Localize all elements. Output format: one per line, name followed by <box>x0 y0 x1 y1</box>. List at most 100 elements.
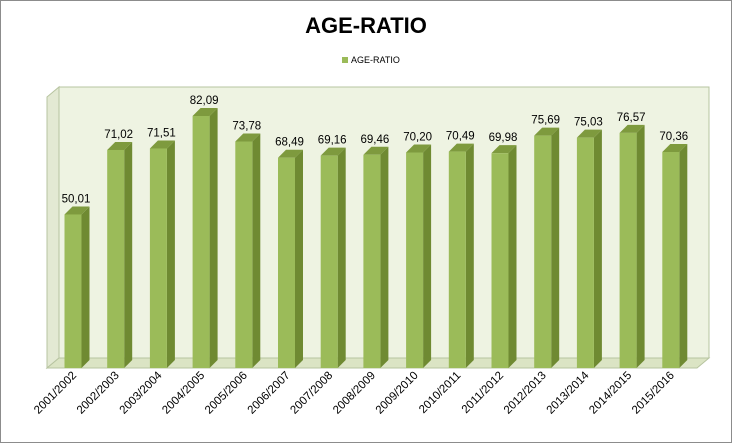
bar-side <box>508 145 517 368</box>
bar-2012-2013 <box>534 127 560 368</box>
bar-2014-2015 <box>619 124 645 368</box>
value-label: 68,49 <box>275 137 304 149</box>
bar-top <box>406 144 432 153</box>
value-label: 70,49 <box>446 131 475 143</box>
bar-side <box>295 149 303 368</box>
bar-side <box>465 143 474 368</box>
bar-top <box>534 127 560 136</box>
value-label: 75,03 <box>574 117 603 129</box>
value-label: 76,57 <box>617 112 646 124</box>
bar-top <box>64 206 90 215</box>
x-tick-label: 2009/2010 <box>374 370 421 417</box>
x-tick-label: 2008/2009 <box>331 370 378 417</box>
value-label: 69,16 <box>318 135 347 147</box>
chart-title: AGE-RATIO <box>305 13 427 38</box>
bar-side <box>380 146 389 368</box>
bar-side <box>124 141 133 368</box>
value-label: 71,51 <box>147 127 176 139</box>
bar-2002-2003 <box>107 141 133 368</box>
bar-side <box>166 140 175 368</box>
bar-top <box>192 107 218 116</box>
legend-label-age-ratio: AGE-RATIO <box>351 55 400 65</box>
bar-side <box>209 107 218 368</box>
bar-front <box>662 151 680 368</box>
bar-front <box>320 155 338 368</box>
bar-top <box>320 147 346 156</box>
bar-side <box>636 124 645 368</box>
bar-front <box>576 137 594 368</box>
x-tick-label: 2001/2002 <box>32 370 79 417</box>
legend: AGE-RATIO <box>342 55 400 65</box>
value-label: 50,01 <box>62 193 91 205</box>
bar-2006-2007 <box>278 149 303 368</box>
bar-front <box>149 148 167 368</box>
value-label: 70,36 <box>659 131 688 143</box>
x-tick-label: 2002/2003 <box>75 370 122 417</box>
value-label: 71,02 <box>104 129 133 141</box>
bar-side <box>337 147 346 368</box>
x-tick-label: 2006/2007 <box>246 370 293 417</box>
bar-2009-2010 <box>406 144 432 368</box>
x-tick-label: 2005/2006 <box>203 370 250 417</box>
bar-2004-2005 <box>192 107 218 368</box>
bar-2001-2002 <box>64 206 90 368</box>
side-wall <box>46 85 60 370</box>
bar-top <box>363 146 389 155</box>
bar-front <box>107 149 125 368</box>
bar-side <box>593 129 602 368</box>
x-tick-label: 2015/2016 <box>630 370 677 417</box>
bar-side <box>252 133 261 368</box>
bar-front <box>619 132 637 368</box>
x-tick-label: 2012/2013 <box>502 370 549 417</box>
value-label: 82,09 <box>190 95 219 107</box>
x-tick-label: 2011/2012 <box>460 370 506 416</box>
bar-front <box>64 214 82 368</box>
bar-top <box>576 129 602 138</box>
bar-2007-2008 <box>320 147 346 368</box>
bar-front <box>278 157 295 368</box>
bar-front <box>534 135 552 368</box>
value-labels: 50,01 71,02 71,51 82,09 73,78 68,49 69,16 69,46… <box>62 95 689 205</box>
bar-front <box>363 154 381 368</box>
bar-top <box>619 124 645 133</box>
bar-top <box>491 145 517 154</box>
bar-side <box>679 143 688 368</box>
x-tick-label: 2004/2005 <box>160 370 207 417</box>
bar-top <box>149 140 175 149</box>
bar-front <box>406 152 424 368</box>
legend-swatch-age-ratio <box>342 57 348 63</box>
bar-front <box>192 115 210 368</box>
bar-top <box>662 143 688 152</box>
bar-front <box>448 151 466 368</box>
bar-front <box>235 141 253 368</box>
bar-2015-2016 <box>662 143 688 368</box>
bar-side <box>81 206 90 368</box>
x-tick-label: 2014/2015 <box>587 370 634 417</box>
bars <box>64 107 688 368</box>
x-tick-label: 2013/2014 <box>545 369 592 416</box>
bar-side <box>551 127 560 368</box>
bar-2003-2004 <box>149 140 175 368</box>
value-label: 69,46 <box>361 134 390 146</box>
bar-top <box>278 149 303 158</box>
x-axis-tick-labels: 2001/20022002/20032003/20042004/20052005… <box>32 369 677 416</box>
bar-2005-2006 <box>235 133 261 368</box>
bar-front <box>491 153 509 368</box>
bar-2011-2012 <box>491 145 517 368</box>
value-label: 73,78 <box>232 120 261 132</box>
bar-2013-2014 <box>576 129 602 368</box>
bar-2010-2011 <box>448 143 474 368</box>
x-tick-label: 2010/2011 <box>417 370 463 416</box>
bar-side <box>423 144 432 368</box>
value-label: 70,20 <box>403 131 432 143</box>
bar-2008-2009 <box>363 146 389 368</box>
bar-top <box>448 143 474 152</box>
value-label: 75,69 <box>531 115 560 127</box>
bar-top <box>235 133 261 142</box>
x-tick-label: 2003/2004 <box>118 369 165 416</box>
bar-top <box>107 141 133 150</box>
value-label: 69,98 <box>489 132 518 144</box>
x-tick-label: 2007/2008 <box>288 370 335 417</box>
